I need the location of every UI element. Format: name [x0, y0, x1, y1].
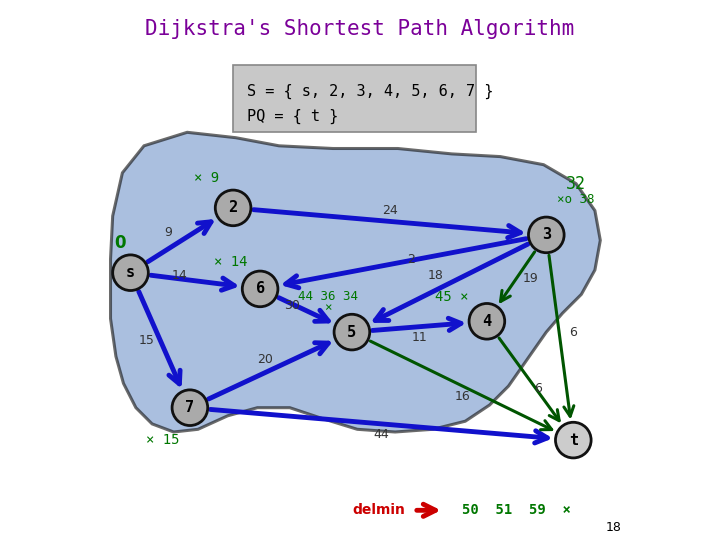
- Text: 9: 9: [164, 226, 172, 239]
- Text: 45 ×: 45 ×: [435, 290, 469, 304]
- Text: 0: 0: [114, 234, 125, 252]
- Text: 6: 6: [534, 382, 542, 395]
- Text: 32: 32: [566, 174, 586, 193]
- Text: × 14: × 14: [214, 255, 247, 269]
- Text: 18: 18: [428, 269, 444, 282]
- Text: Dijkstra's Shortest Path Algorithm: Dijkstra's Shortest Path Algorithm: [145, 19, 575, 39]
- Circle shape: [243, 271, 278, 307]
- Text: S = { s, 2, 3, 4, 5, 6, 7 }: S = { s, 2, 3, 4, 5, 6, 7 }: [246, 84, 493, 99]
- Circle shape: [334, 314, 370, 350]
- Text: 3: 3: [541, 227, 551, 242]
- Text: t: t: [569, 433, 578, 448]
- Text: ×: ×: [324, 301, 331, 314]
- Text: × 9: × 9: [194, 171, 219, 185]
- Text: 7: 7: [185, 400, 194, 415]
- Circle shape: [215, 190, 251, 226]
- Text: 11: 11: [412, 331, 427, 344]
- Text: 2: 2: [228, 200, 238, 215]
- Text: 6: 6: [570, 326, 577, 339]
- Text: 16: 16: [455, 390, 470, 403]
- Text: 5: 5: [347, 325, 356, 340]
- Text: PQ = { t }: PQ = { t }: [246, 109, 338, 124]
- Text: 44 36 34: 44 36 34: [297, 291, 358, 303]
- Text: × 15: × 15: [146, 433, 180, 447]
- Circle shape: [555, 422, 591, 458]
- Text: 19: 19: [522, 272, 538, 285]
- Polygon shape: [111, 132, 600, 432]
- Text: 14: 14: [171, 269, 187, 282]
- Circle shape: [113, 255, 148, 291]
- Text: 44: 44: [374, 428, 390, 441]
- Text: 4: 4: [482, 314, 492, 329]
- Text: 6: 6: [256, 281, 265, 296]
- FancyBboxPatch shape: [233, 65, 476, 132]
- Text: 18: 18: [606, 521, 622, 534]
- Text: 20: 20: [258, 353, 274, 366]
- Text: 30: 30: [284, 299, 300, 312]
- Text: s: s: [126, 265, 135, 280]
- Text: 15: 15: [139, 334, 155, 347]
- Circle shape: [528, 217, 564, 253]
- Text: 24: 24: [382, 204, 397, 217]
- Text: ×o 38: ×o 38: [557, 193, 595, 206]
- Text: delmin: delmin: [353, 503, 405, 517]
- Text: 50  51  59  ×: 50 51 59 ×: [462, 503, 571, 517]
- Text: 2: 2: [408, 253, 415, 266]
- Circle shape: [172, 390, 208, 426]
- Circle shape: [469, 303, 505, 339]
